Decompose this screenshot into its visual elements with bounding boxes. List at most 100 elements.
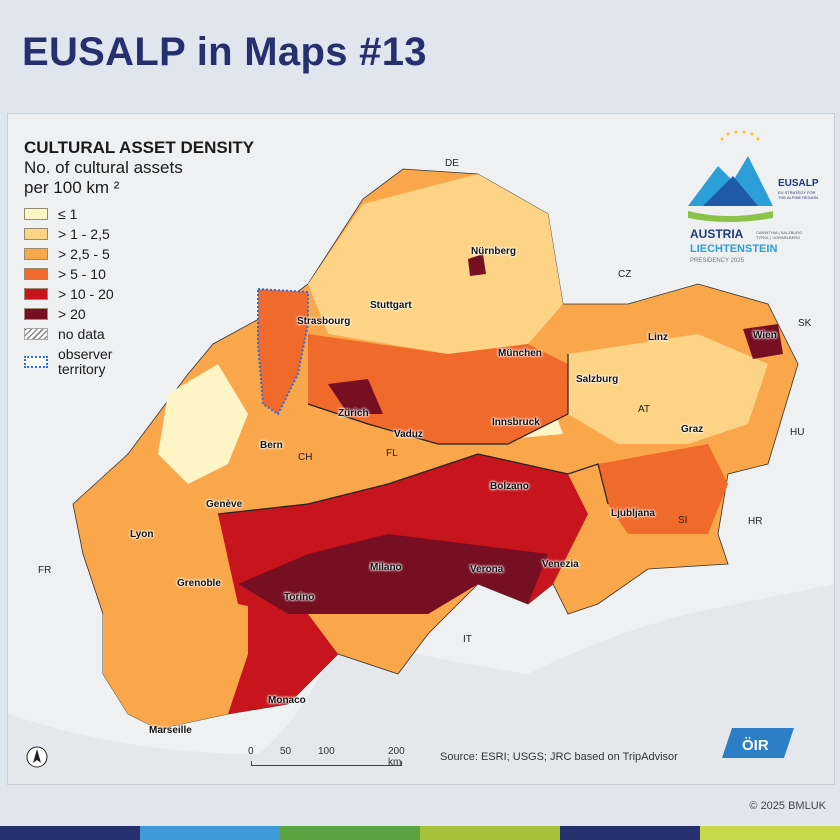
- country-label-hu: HU: [790, 427, 805, 438]
- city-label: Milano: [370, 562, 402, 573]
- bottom-bar-segment: [140, 826, 280, 840]
- country-label-sk: SK: [798, 318, 812, 329]
- oir-logo-text: ÖIR: [742, 737, 769, 754]
- eusalp-logo-graphic: EUSALP EU STRATEGY FOR THE ALPINE REGION…: [688, 130, 819, 264]
- legend-label: > 2,5 - 5: [58, 246, 110, 262]
- bottom-bar-segment: [700, 826, 840, 840]
- scale-tick-label: 200 km: [388, 746, 405, 768]
- nodata-swatch: [24, 328, 48, 340]
- city-label: Bolzano: [490, 481, 529, 492]
- legend-label-nodata: no data: [58, 326, 105, 342]
- zone-austria: [568, 334, 768, 444]
- city-label: Marseille: [149, 725, 192, 736]
- country-label-ch: CH: [298, 452, 313, 463]
- legend-item: > 2,5 - 5: [24, 244, 274, 264]
- logo-country2: LIECHTENSTEIN: [690, 243, 777, 255]
- city-label: Innsbruck: [492, 417, 540, 428]
- logo-presidency: PRESIDENCY 2025: [690, 258, 745, 264]
- country-label-hr: HR: [748, 516, 763, 527]
- scale-line: [251, 761, 402, 766]
- legend-swatch: [24, 288, 48, 300]
- city-label: Torino: [284, 592, 315, 603]
- city-label: München: [498, 348, 542, 359]
- page-title: EUSALP in Maps #13: [22, 30, 427, 74]
- oir-logo: ÖIR: [720, 726, 796, 760]
- north-arrow-icon: [26, 746, 48, 768]
- scale-tick-label: 100: [318, 746, 335, 757]
- zone-nurnberg: [468, 254, 486, 276]
- bottom-bar-segment: [420, 826, 560, 840]
- legend-label: > 20: [58, 306, 86, 322]
- logo-regions2: TYROL | VORARLBERG: [756, 235, 800, 240]
- eusalp-presidency-logo: EUSALP EU STRATEGY FOR THE ALPINE REGION…: [678, 126, 828, 266]
- city-label: Grenoble: [177, 578, 221, 589]
- copyright: © 2025 BMLUK: [749, 800, 826, 812]
- zone-alps-north: [308, 334, 568, 444]
- legend-title: CULTURAL ASSET DENSITY: [24, 138, 255, 157]
- country-label-si: SI: [678, 515, 688, 526]
- legend-label: > 5 - 10: [58, 266, 106, 282]
- legend-item: > 20: [24, 304, 274, 324]
- observer-swatch: [24, 356, 48, 368]
- observer-line2: territory: [58, 361, 106, 377]
- zone-wien: [743, 324, 783, 359]
- country-label-de: DE: [445, 158, 459, 169]
- legend-item-nodata: no data: [24, 324, 274, 344]
- city-label: Graz: [681, 424, 704, 435]
- observer-line1: observer: [58, 346, 113, 362]
- legend-swatch: [24, 268, 48, 280]
- source-text: Source: ESRI; USGS; JRC based on TripAdv…: [440, 751, 678, 763]
- legend-item: > 1 - 2,5: [24, 224, 274, 244]
- legend-label: ≤ 1: [58, 206, 78, 222]
- country-label-it: IT: [463, 634, 472, 645]
- legend-label-observer: observer territory: [58, 347, 112, 377]
- logo-brand-sub2: THE ALPINE REGION: [778, 195, 818, 200]
- legend-item: > 10 - 20: [24, 284, 274, 304]
- country-label-fr: FR: [38, 565, 52, 576]
- bottom-bar-segment: [560, 826, 700, 840]
- scale-tick-label: 0: [248, 746, 254, 757]
- logo-brand-sub1: EU STRATEGY FOR: [778, 190, 816, 195]
- city-label: Salzburg: [576, 374, 619, 385]
- bottom-bar-segment: [0, 826, 140, 840]
- zone-slovenia-styria: [598, 444, 728, 534]
- bottom-color-bar: [0, 826, 840, 840]
- city-label: Verona: [470, 564, 504, 575]
- legend-label: > 1 - 2,5: [58, 226, 110, 242]
- legend-swatch: [24, 248, 48, 260]
- city-label: Strasbourg: [297, 316, 351, 327]
- city-label: Linz: [648, 332, 668, 343]
- logo-regions1: CARINTHIA | SALZBURG: [756, 230, 802, 235]
- map-canvas[interactable]: [8, 114, 834, 784]
- legend: CULTURAL ASSET DENSITY No. of cultural a…: [24, 138, 274, 380]
- city-label: Stuttgart: [370, 300, 412, 311]
- legend-swatch: [24, 228, 48, 240]
- legend-items: ≤ 1 > 1 - 2,5 > 2,5 - 5 > 5 - 10 > 10 - …: [24, 204, 274, 380]
- legend-swatch: [24, 208, 48, 220]
- legend-item: > 5 - 10: [24, 264, 274, 284]
- legend-label: > 10 - 20: [58, 286, 114, 302]
- zone-bavaria-bw: [308, 174, 563, 354]
- country-label-at: AT: [638, 404, 651, 415]
- city-label: Nürnberg: [471, 246, 516, 257]
- legend-item-observer: observer territory: [24, 344, 274, 380]
- map-frame[interactable]: CULTURAL ASSET DENSITY No. of cultural a…: [7, 113, 835, 785]
- scale-tick-label: 50: [280, 746, 292, 757]
- city-label: Zürich: [338, 408, 369, 419]
- city-label: Monaco: [268, 695, 306, 706]
- city-label: Wien: [753, 330, 777, 341]
- bottom-bar-segment: [280, 826, 420, 840]
- legend-swatch: [24, 308, 48, 320]
- zone-provence: [103, 584, 248, 729]
- legend-item: ≤ 1: [24, 204, 274, 224]
- logo-country1: AUSTRIA: [690, 227, 744, 241]
- logo-brand: EUSALP: [778, 178, 819, 189]
- zone-liguria: [228, 594, 338, 714]
- city-label: Ljubljana: [611, 508, 655, 519]
- zone-zurich: [328, 379, 383, 414]
- country-label-fl: FL: [386, 448, 398, 459]
- city-label: Genève: [206, 499, 243, 510]
- zone-po-valley: [238, 534, 548, 614]
- city-label: Bern: [260, 440, 283, 451]
- observer-territory: [257, 287, 309, 416]
